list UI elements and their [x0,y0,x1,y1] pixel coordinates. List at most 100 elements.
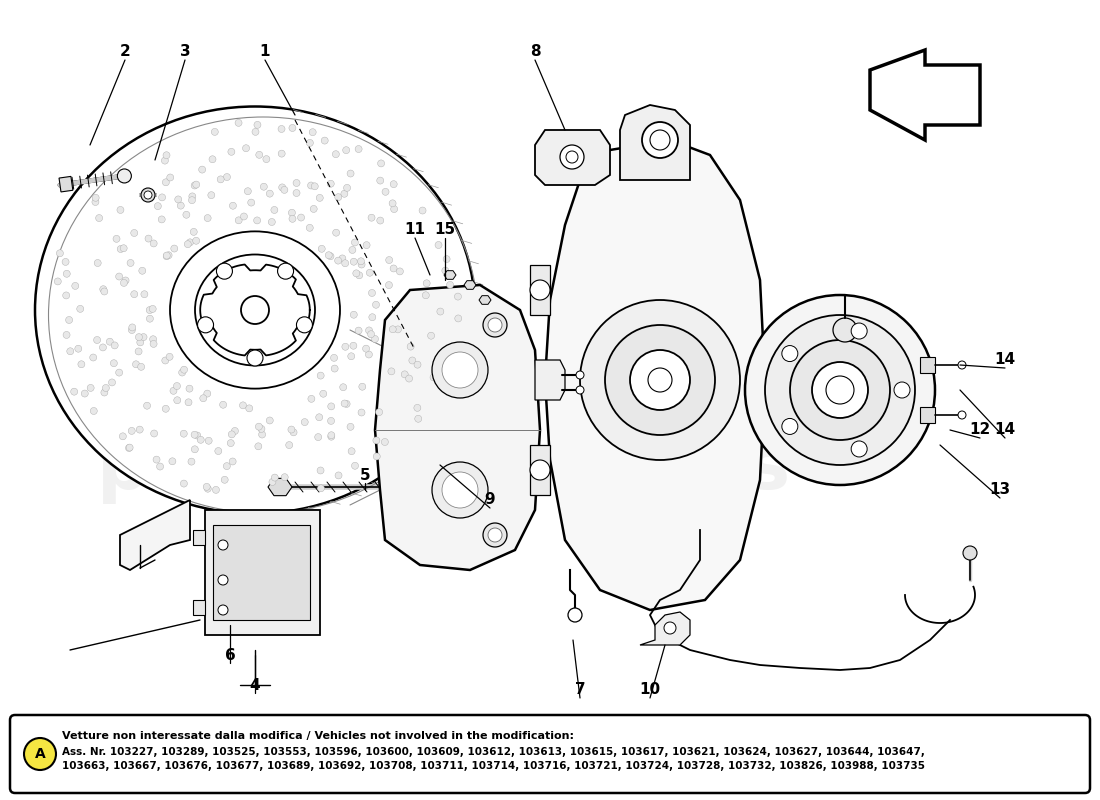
Circle shape [368,214,375,221]
Circle shape [200,394,207,402]
Circle shape [56,250,64,257]
Circle shape [376,177,384,184]
Circle shape [355,146,362,153]
Circle shape [430,374,437,381]
Circle shape [192,181,200,188]
Circle shape [228,148,235,155]
Circle shape [328,418,334,425]
Circle shape [191,182,198,189]
Polygon shape [535,360,565,400]
Text: 11: 11 [405,222,426,238]
Circle shape [156,463,164,470]
Circle shape [119,433,126,440]
Circle shape [101,389,108,396]
Circle shape [350,258,358,266]
Circle shape [351,239,359,246]
Circle shape [332,229,340,236]
Circle shape [129,427,135,434]
Circle shape [375,409,383,416]
Circle shape [141,290,147,298]
Circle shape [330,354,338,362]
Circle shape [851,441,867,457]
Circle shape [254,217,261,224]
Circle shape [271,206,278,214]
Circle shape [141,188,155,202]
Text: 9: 9 [485,493,495,507]
Circle shape [95,259,101,266]
Circle shape [218,575,228,585]
Circle shape [197,436,205,443]
Circle shape [136,426,143,433]
Circle shape [358,258,364,265]
Circle shape [764,315,915,465]
Circle shape [116,273,123,280]
Circle shape [263,156,270,162]
Circle shape [745,295,935,485]
Circle shape [328,433,334,440]
Circle shape [135,334,143,341]
Circle shape [366,270,373,276]
Circle shape [320,390,327,398]
Circle shape [424,280,430,286]
Circle shape [648,368,672,392]
Circle shape [180,366,188,373]
Text: 10: 10 [639,682,661,698]
Circle shape [241,213,248,220]
Circle shape [183,211,190,218]
Circle shape [257,426,265,433]
Circle shape [163,253,170,260]
Circle shape [223,462,230,470]
Circle shape [352,462,359,470]
Circle shape [382,438,388,446]
Circle shape [605,325,715,435]
Circle shape [66,317,73,323]
Circle shape [293,179,300,186]
Polygon shape [464,281,476,290]
Circle shape [180,430,187,437]
Circle shape [326,252,332,258]
Circle shape [415,415,421,422]
Circle shape [163,406,169,412]
Circle shape [268,478,276,486]
Circle shape [277,263,294,279]
Circle shape [962,546,977,560]
Polygon shape [192,530,205,545]
Circle shape [128,259,134,266]
Circle shape [122,277,129,284]
Circle shape [101,288,108,295]
Circle shape [389,326,396,333]
Circle shape [307,139,314,146]
Circle shape [150,306,156,313]
Circle shape [145,235,152,242]
Circle shape [116,369,123,376]
Circle shape [206,438,212,444]
Circle shape [894,382,910,398]
Circle shape [240,402,246,409]
Circle shape [336,472,342,479]
Circle shape [278,184,286,191]
Ellipse shape [170,231,340,389]
Circle shape [278,126,285,133]
Polygon shape [530,265,550,315]
Circle shape [126,444,133,451]
Circle shape [252,128,258,135]
Text: A: A [34,747,45,761]
Circle shape [419,207,426,214]
Circle shape [530,460,550,480]
Circle shape [129,324,135,331]
Circle shape [110,360,118,366]
Circle shape [386,257,393,263]
Circle shape [92,198,99,206]
Circle shape [165,252,172,258]
Circle shape [153,456,159,463]
Circle shape [162,357,168,364]
Polygon shape [535,130,611,185]
Ellipse shape [35,106,475,514]
Circle shape [368,290,375,297]
Polygon shape [120,500,190,570]
Circle shape [62,258,69,266]
Circle shape [317,194,323,202]
Circle shape [138,363,144,370]
Circle shape [373,453,381,460]
Text: 7: 7 [574,682,585,698]
